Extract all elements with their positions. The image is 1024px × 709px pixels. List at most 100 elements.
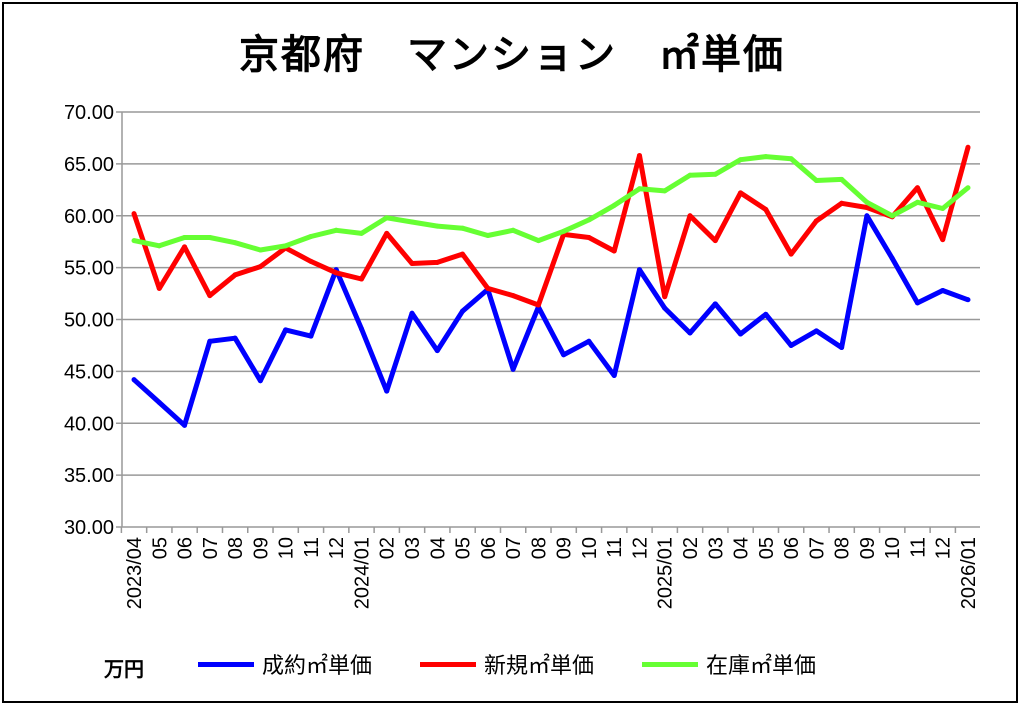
data-point xyxy=(131,377,137,383)
y-tick-label: 35.00 xyxy=(64,465,114,487)
data-point xyxy=(257,247,263,253)
data-point xyxy=(434,259,440,265)
data-point xyxy=(914,300,920,306)
data-point xyxy=(232,240,238,246)
data-point xyxy=(889,255,895,261)
x-tick-label: 09 xyxy=(857,537,879,559)
data-point xyxy=(687,330,693,336)
data-point xyxy=(636,186,642,192)
data-point xyxy=(940,237,946,243)
x-tick-label: 11 xyxy=(604,537,626,558)
series-line-1 xyxy=(131,146,971,308)
x-tick-label: 06 xyxy=(781,537,803,559)
data-point xyxy=(965,297,971,303)
data-point xyxy=(586,217,592,223)
legend-label: 成約㎡単価 xyxy=(262,654,373,679)
x-tick-label: 12 xyxy=(326,537,348,559)
x-tick-label: 07 xyxy=(503,537,525,559)
data-point xyxy=(409,260,415,266)
legend-swatch xyxy=(198,661,254,667)
data-point xyxy=(333,227,339,233)
data-point xyxy=(308,234,314,239)
data-point xyxy=(485,232,491,238)
x-tick-label: 08 xyxy=(225,537,247,559)
chart-title: 京都府 マンション ㎡単価 xyxy=(239,32,785,78)
data-point xyxy=(839,200,845,206)
data-point xyxy=(738,157,744,163)
y-tick-label: 30.00 xyxy=(64,517,114,539)
x-tick-label: 12 xyxy=(933,537,955,559)
data-point xyxy=(384,230,390,236)
data-point xyxy=(460,251,466,257)
data-point xyxy=(889,213,895,219)
data-point xyxy=(687,172,693,178)
data-point xyxy=(611,373,617,379)
data-point xyxy=(662,294,668,300)
data-point xyxy=(207,293,213,299)
x-tick-label: 10 xyxy=(276,537,298,559)
data-point xyxy=(131,211,137,217)
y-tick-label: 55.00 xyxy=(64,258,114,280)
x-tick-label: 2025/01 xyxy=(655,537,677,609)
y-tick-label: 60.00 xyxy=(64,206,114,228)
data-point xyxy=(738,331,744,337)
data-point xyxy=(561,352,567,358)
data-point xyxy=(763,207,769,213)
legend-swatch xyxy=(642,661,698,667)
data-point xyxy=(182,235,188,241)
x-tick-label: 09 xyxy=(554,537,576,559)
data-point xyxy=(712,301,718,307)
y-tick-label: 70.00 xyxy=(64,102,114,124)
data-point xyxy=(460,308,466,314)
data-point xyxy=(485,285,491,291)
y-tick-label: 40.00 xyxy=(64,413,114,435)
data-point xyxy=(409,219,415,225)
data-point xyxy=(358,326,364,332)
data-point xyxy=(257,264,263,270)
x-tick-label: 02 xyxy=(680,537,702,559)
x-tick-label: 2024/01 xyxy=(351,537,373,609)
data-point xyxy=(510,366,516,372)
data-point xyxy=(535,302,541,308)
data-point xyxy=(535,238,541,244)
data-point xyxy=(788,251,794,257)
x-tick-label: 03 xyxy=(705,537,727,559)
data-point xyxy=(283,327,289,333)
data-point xyxy=(940,205,946,211)
y-tick-label: 45.00 xyxy=(64,361,114,383)
data-point xyxy=(763,311,769,317)
data-point xyxy=(510,227,516,233)
data-point xyxy=(358,230,364,236)
x-tick-label: 05 xyxy=(149,537,171,559)
data-point xyxy=(914,199,920,205)
data-point xyxy=(813,177,819,183)
x-tick-label: 02 xyxy=(377,537,399,559)
series-line-0 xyxy=(132,213,969,428)
x-tick-label: 05 xyxy=(756,537,778,559)
data-point xyxy=(611,202,617,208)
data-point xyxy=(763,154,769,160)
data-point xyxy=(384,215,390,221)
x-tick-label: 2026/01 xyxy=(958,537,980,609)
legend-item-stock: 在庫㎡単価 xyxy=(642,648,816,680)
legend-item-contract: 成約㎡単価 xyxy=(198,648,372,680)
y-tick-label: 50.00 xyxy=(64,310,114,332)
legend-label: 在庫㎡単価 xyxy=(706,654,817,679)
x-tick-label: 08 xyxy=(832,537,854,559)
x-tick-label: 10 xyxy=(882,537,904,559)
data-point xyxy=(788,342,794,348)
data-point xyxy=(940,287,946,293)
data-point xyxy=(965,144,971,150)
data-point xyxy=(636,267,642,273)
data-point xyxy=(611,248,617,254)
data-point xyxy=(712,171,718,177)
data-point xyxy=(156,400,162,405)
data-point xyxy=(839,345,845,351)
legend-swatch xyxy=(420,661,476,667)
x-tick-label: 05 xyxy=(453,537,475,559)
series-line-2 xyxy=(133,154,970,253)
data-point xyxy=(156,285,162,291)
data-point xyxy=(738,190,744,196)
y-unit-label: 万円 xyxy=(104,657,144,681)
